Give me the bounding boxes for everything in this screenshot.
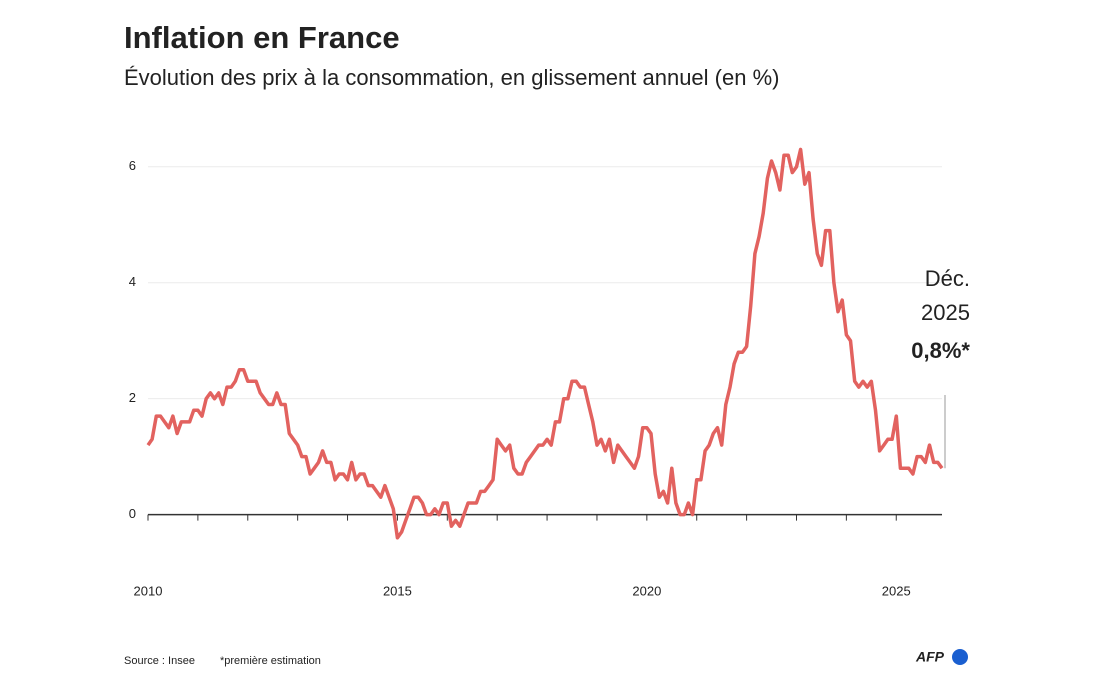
y-tick-label: 2 (129, 390, 136, 405)
logo-text: AFP (915, 649, 945, 665)
y-tick-label: 6 (129, 158, 136, 173)
x-tick-label: 2025 (882, 583, 911, 598)
x-tick-label: 2010 (134, 583, 163, 598)
y-tick-label: 4 (129, 274, 136, 289)
source: Source : Insee (124, 655, 195, 667)
series-line (146, 147, 944, 540)
chart-subtitle: Évolution des prix à la consommation, en… (124, 65, 779, 90)
annotation-text: Déc. (925, 266, 970, 291)
chart-title: Inflation en France (124, 20, 400, 55)
annotation-text: 2025 (921, 300, 970, 325)
x-tick-label: 2020 (632, 583, 661, 598)
x-tick-label: 2015 (383, 583, 412, 598)
annotation-value: 0,8%* (911, 338, 970, 363)
logo-dot (952, 649, 968, 665)
footnote: *première estimation (220, 655, 321, 667)
y-tick-label: 0 (129, 506, 136, 521)
